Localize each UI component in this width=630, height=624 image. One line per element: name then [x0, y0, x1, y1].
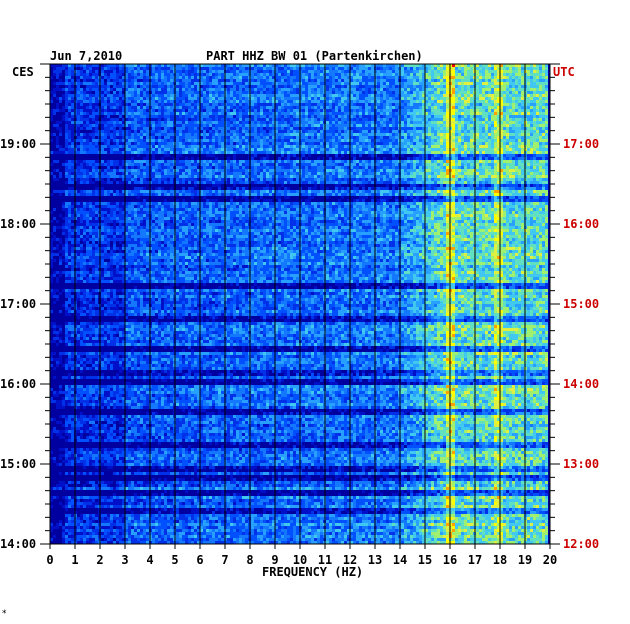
x-tick-label: 6: [196, 553, 203, 567]
right-time-label: 14:00: [563, 377, 599, 391]
x-tick-label: 2: [96, 553, 103, 567]
footer-mark: *: [2, 609, 7, 619]
x-tick-label: 1: [71, 553, 78, 567]
chart-date: Jun 7,2010: [50, 49, 122, 63]
right-time-label: 12:00: [563, 537, 599, 551]
chart-title: PART HHZ BW 01 (Partenkirchen): [206, 49, 423, 63]
x-tick-label: 11: [318, 553, 332, 567]
right-timezone-label: UTC: [553, 65, 575, 79]
right-time-axis: 17:00 16:00 15:00 14:00 13:00 12:00: [550, 63, 599, 551]
x-tick-label: 15: [418, 553, 432, 567]
right-time-label: 16:00: [563, 217, 599, 231]
x-tick-label: 9: [271, 553, 278, 567]
x-tick-label: 4: [146, 553, 153, 567]
left-time-label: 18:00: [0, 217, 36, 231]
x-tick-label: 18: [493, 553, 507, 567]
left-time-axis: 19:00 18:00 17:00 16:00 15:00 14:00: [0, 63, 50, 551]
x-tick-label: 12: [343, 553, 357, 567]
x-tick-label: 8: [246, 553, 253, 567]
left-time-label: 17:00: [0, 297, 36, 311]
x-tick-label: 10: [293, 553, 307, 567]
x-tick-label: 13: [368, 553, 382, 567]
x-tick-label: 17: [468, 553, 482, 567]
x-tick-label: 19: [518, 553, 532, 567]
right-time-label: 17:00: [563, 137, 599, 151]
x-tick-label: 20: [543, 553, 557, 567]
x-tick-label: 7: [221, 553, 228, 567]
left-time-label: 19:00: [0, 137, 36, 151]
left-time-label: 14:00: [0, 537, 36, 551]
x-tick-label: 14: [393, 553, 407, 567]
left-time-label: 16:00: [0, 377, 36, 391]
x-axis-label: FREQUENCY (HZ): [262, 565, 363, 579]
x-tick-label: 16: [443, 553, 457, 567]
frequency-axis: 0 1 2 3 4 5 6 7 8 9 10 11 12 13 14 15 16 17 18 19 20: [46, 544, 557, 567]
right-time-label: 15:00: [563, 297, 599, 311]
x-tick-label: 0: [46, 553, 53, 567]
x-tick-label: 3: [121, 553, 128, 567]
left-time-label: 15:00: [0, 457, 36, 471]
right-time-label: 13:00: [563, 457, 599, 471]
frequency-gridlines: [74, 64, 526, 544]
x-tick-label: 5: [171, 553, 178, 567]
left-timezone-label: CES: [12, 65, 34, 79]
